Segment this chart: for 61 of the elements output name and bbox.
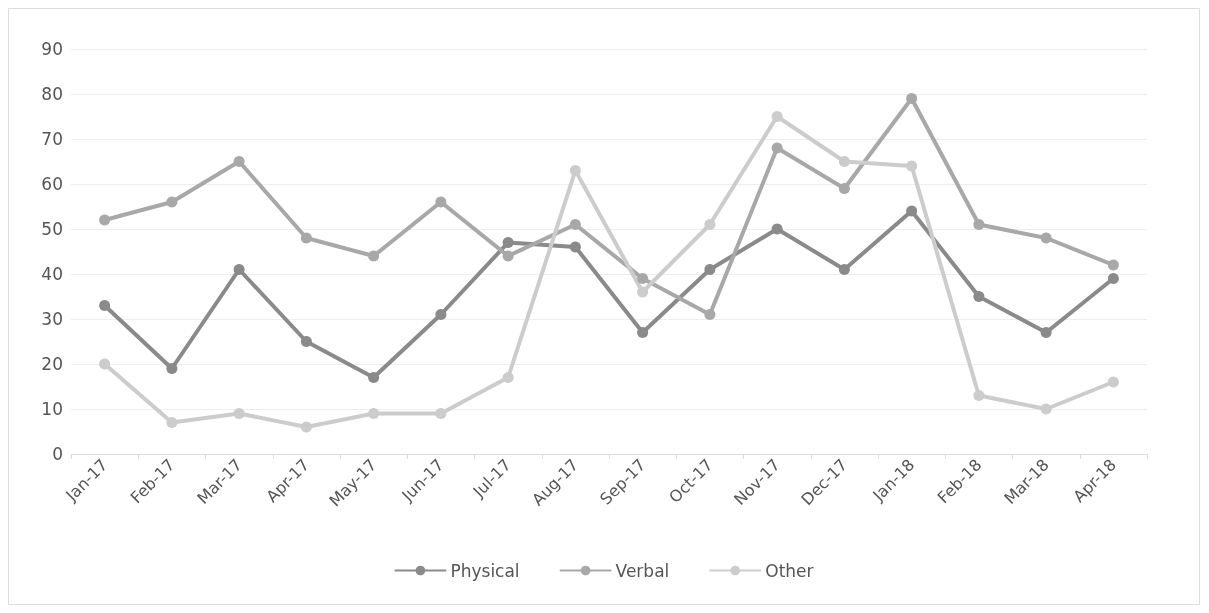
point [771,223,783,235]
point [368,250,380,262]
y-tick-label: 40 [41,264,63,284]
legend-label: Verbal [615,560,670,581]
point [1107,376,1119,388]
point [435,408,447,419]
point [1107,259,1119,271]
point [973,390,985,401]
y-tick-label: 20 [41,354,63,374]
point [368,408,380,419]
point [233,408,245,419]
point [166,196,178,208]
y-tick-label: 30 [41,309,63,329]
point [1040,232,1052,244]
point [704,309,716,320]
point [704,264,716,275]
point [99,358,111,370]
point [1107,273,1119,284]
point [300,232,312,244]
point [166,363,178,374]
legend-label: Other [765,560,814,581]
y-tick-label: 60 [41,174,63,194]
point [906,93,918,104]
point [771,142,783,154]
point [838,264,850,275]
point [502,237,514,248]
point [637,286,649,298]
point [99,300,111,311]
point [569,241,581,253]
point [704,219,716,230]
point [1040,327,1052,338]
point [435,309,447,320]
point [906,205,918,217]
point [368,372,380,383]
point [300,421,312,433]
point [906,160,918,172]
point [637,327,649,338]
point [838,156,850,167]
y-tick-label: 80 [41,84,63,104]
y-tick-label: 0 [52,444,63,464]
point [973,291,985,302]
y-tick-label: 10 [41,399,63,419]
point [300,336,312,347]
point [502,372,514,383]
point [771,111,783,122]
point [435,196,447,208]
point [838,183,850,194]
y-tick-label: 50 [41,219,63,239]
point [166,417,178,428]
point [973,219,985,230]
point [502,250,514,262]
point [637,273,649,284]
point [233,156,245,167]
point [569,165,581,176]
point [233,264,245,275]
y-tick-label: 90 [41,39,63,59]
point [99,214,111,226]
y-tick-label: 70 [41,129,63,149]
point [569,219,581,230]
point [1040,403,1052,415]
legend-label: Physical [450,560,520,581]
